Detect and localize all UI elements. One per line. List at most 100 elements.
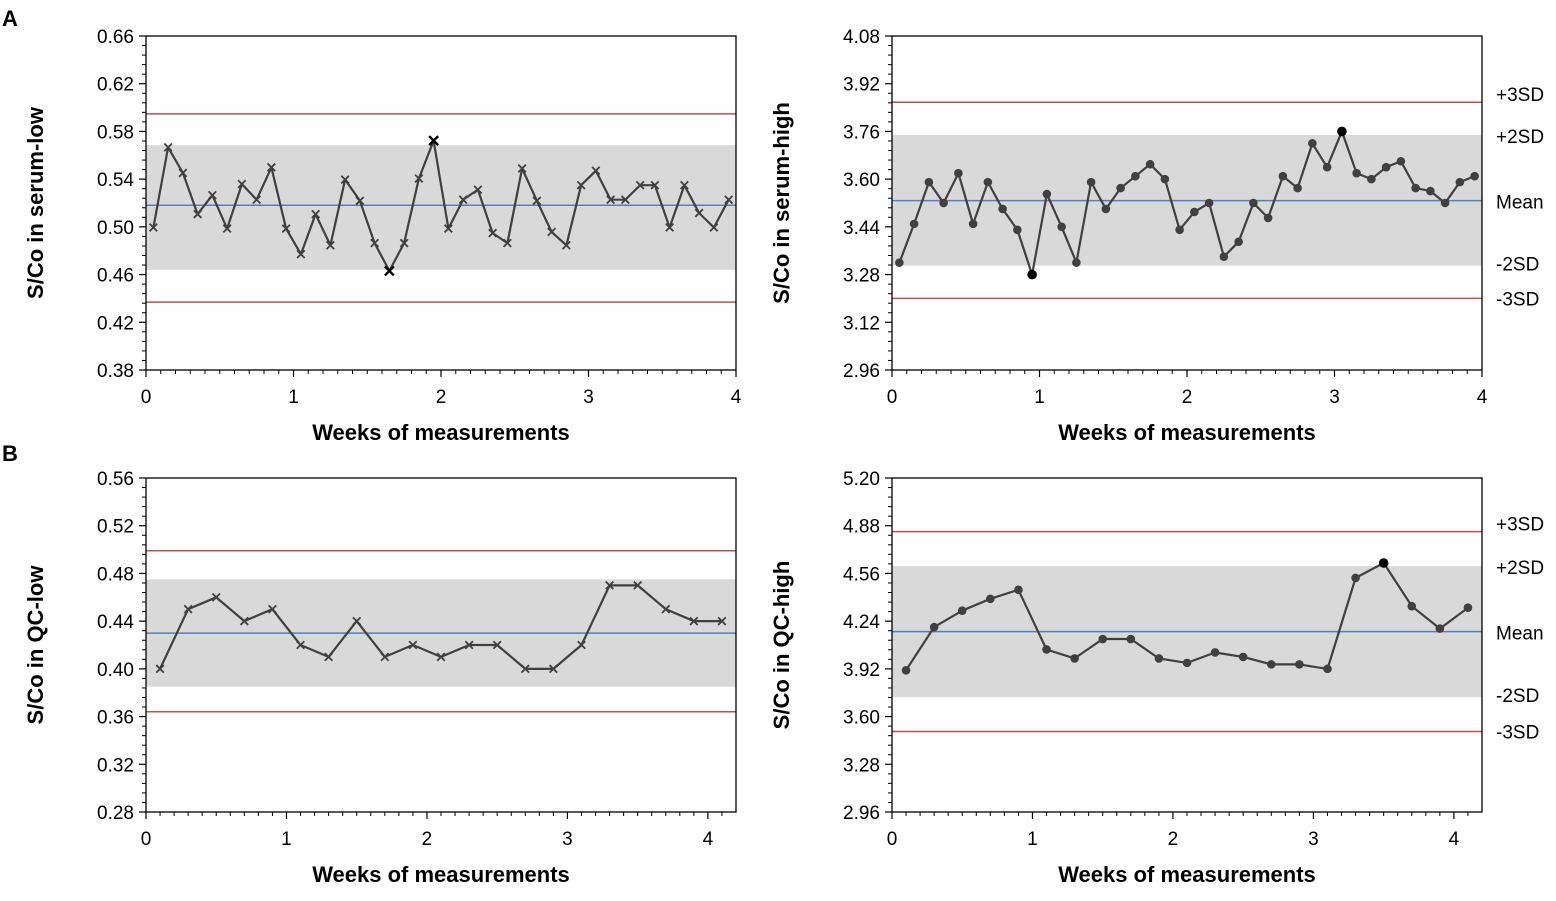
y-tick-label: 5.20 <box>843 469 880 490</box>
y-tick-label: 0.32 <box>97 755 134 776</box>
data-point <box>414 174 424 183</box>
x-tick-label: 3 <box>562 829 573 850</box>
data-point <box>155 664 165 674</box>
data-point <box>620 195 630 205</box>
data-point <box>325 240 335 250</box>
data-point <box>340 175 350 185</box>
data-point <box>237 179 247 189</box>
x-tick-label: 1 <box>1034 387 1045 408</box>
data-point <box>1426 186 1435 196</box>
data-point <box>296 640 305 650</box>
data-point <box>1367 174 1376 184</box>
data-point <box>1210 648 1220 657</box>
data-point <box>399 238 409 248</box>
y-tick-label: 0.48 <box>97 564 134 585</box>
data-point <box>895 258 904 267</box>
x-tick-label: 3 <box>583 387 594 408</box>
data-point <box>178 168 188 178</box>
x-tick-label: 2 <box>422 829 433 850</box>
data-point <box>163 142 173 152</box>
y-tick-label: 3.28 <box>843 755 880 776</box>
x-tick-label: 0 <box>141 387 152 408</box>
x-tick-label: 1 <box>1027 829 1038 850</box>
data-point <box>1463 603 1473 613</box>
data-point <box>1013 225 1022 235</box>
data-point <box>370 238 380 248</box>
data-point <box>694 208 704 218</box>
data-point <box>1381 162 1391 172</box>
data-point <box>679 180 689 190</box>
y-tick-label: 3.44 <box>843 218 880 239</box>
data-point <box>724 195 734 205</box>
data-point <box>1322 162 1332 172</box>
data-point-outlier <box>384 265 395 277</box>
y-tick-label: 0.62 <box>97 75 134 96</box>
data-point <box>207 190 217 200</box>
data-point <box>957 606 967 616</box>
y-axis-title: S/Co in QC-high <box>769 561 794 730</box>
y-axis-title: S/Co in serum-low <box>23 106 48 299</box>
data-point <box>517 164 527 173</box>
data-point <box>1435 624 1445 633</box>
y-tick-label: 3.12 <box>843 313 880 334</box>
x-tick-label: 2 <box>1182 387 1193 408</box>
x-tick-label: 4 <box>1449 829 1460 850</box>
serum-high-chart: 2.96 3.12 3.28 3.44 3.60 3.76 3.92 4.08 0 1 2 3 4 Wee… <box>769 27 1544 445</box>
data-point <box>1295 660 1304 669</box>
data-point <box>650 180 660 190</box>
data-point <box>605 580 615 590</box>
y-tick-label: 0.36 <box>97 708 134 729</box>
data-point <box>1204 198 1214 208</box>
data-point <box>1351 573 1360 583</box>
data-point <box>661 604 671 614</box>
x-tick-label: 4 <box>731 387 742 408</box>
x-axis-title: Weeks of measurements <box>1058 862 1316 887</box>
y-tick-label: 0.38 <box>97 361 134 382</box>
data-point <box>458 195 468 205</box>
x-tick-label: 0 <box>887 829 898 850</box>
data-point <box>443 224 453 234</box>
data-point <box>1182 658 1192 668</box>
data-point <box>1455 177 1465 187</box>
data-point-outlier <box>1027 269 1037 280</box>
x-tick-label: 0 <box>887 387 898 408</box>
data-point <box>1072 258 1081 267</box>
data-point <box>1266 660 1276 669</box>
data-point <box>547 227 557 237</box>
y-tick-label: 4.08 <box>843 27 880 48</box>
serum-low-chart: 0.38 0.42 0.46 0.50 0.54 0.58 0.62 0.66 0 1 2 3 4 Wee… <box>23 27 742 445</box>
x-tick-label: 1 <box>288 387 299 408</box>
y-tick-label: 0.44 <box>97 612 134 633</box>
ref-label-minus2: -2SD <box>1496 255 1539 276</box>
data-point <box>148 223 158 232</box>
y-tick-label: 3.76 <box>843 122 880 143</box>
x-tick-label: 3 <box>1308 829 1319 850</box>
y-tick-label: 0.28 <box>97 803 134 824</box>
y-tick-label: 0.42 <box>97 313 134 334</box>
ref-label-mean: Mean <box>1496 193 1544 214</box>
ref-label-plus2: +2SD <box>1496 558 1544 579</box>
series-line <box>898 130 1476 276</box>
ref-label-minus2: -2SD <box>1496 686 1539 707</box>
data-point <box>1145 159 1155 169</box>
x-tick-label: 4 <box>1477 387 1488 408</box>
data-point <box>689 616 699 626</box>
data-point <box>1396 156 1406 166</box>
x-tick-label: 2 <box>1168 829 1179 850</box>
data-point <box>1407 601 1417 611</box>
y-tick-label: 0.50 <box>97 218 134 239</box>
y-tick-label: 3.92 <box>843 75 880 96</box>
data-point-outlier <box>428 135 439 147</box>
data-point <box>1352 168 1361 178</box>
data-point <box>717 616 727 626</box>
x-tick-label: 4 <box>703 829 714 850</box>
data-point <box>954 168 963 178</box>
data-point <box>464 640 474 650</box>
y-tick-label: 0.58 <box>97 122 134 143</box>
data-point <box>502 238 512 248</box>
data-point <box>548 664 558 674</box>
data-point <box>296 249 306 259</box>
data-point <box>211 592 221 602</box>
data-point <box>998 204 1007 214</box>
ref-label-minus3: -3SD <box>1496 722 1539 743</box>
